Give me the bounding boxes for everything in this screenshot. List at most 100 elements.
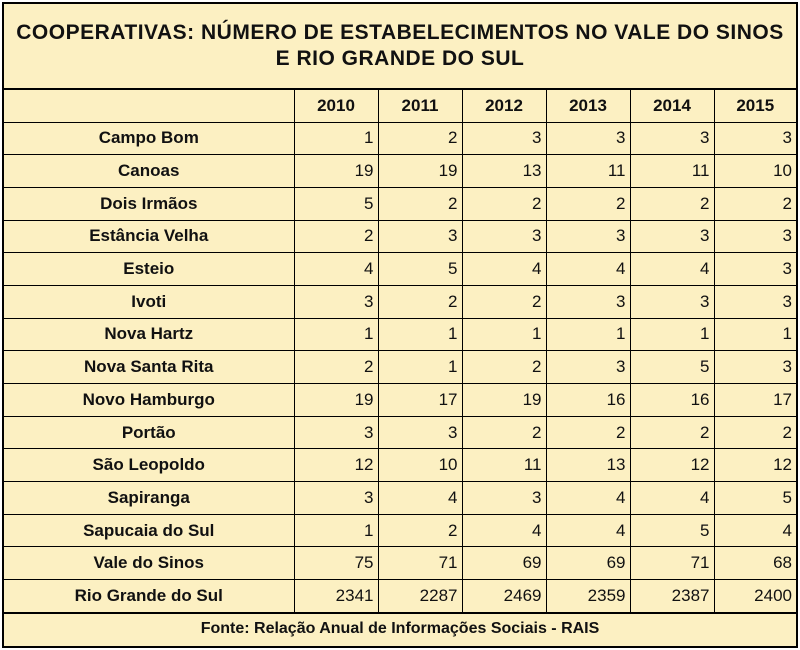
value-cell: 1 bbox=[293, 121, 379, 156]
value-cell: 11 bbox=[545, 154, 631, 188]
value-cell: 3 bbox=[713, 121, 796, 156]
value-cell: 2 bbox=[713, 186, 796, 221]
value-cell: 1 bbox=[293, 317, 379, 352]
corner-cell bbox=[4, 90, 295, 123]
value-cell: 3 bbox=[545, 350, 631, 384]
value-cell: 3 bbox=[461, 219, 547, 254]
value-cell: 1 bbox=[377, 317, 463, 352]
municipality-cell: Vale do Sinos bbox=[4, 546, 295, 581]
municipality-cell: Sapucaia do Sul bbox=[4, 513, 295, 548]
document-title: COOPERATIVAS: NÚMERO DE ESTABELECIMENTOS… bbox=[4, 4, 796, 90]
value-cell: 68 bbox=[713, 546, 796, 581]
value-cell: 3 bbox=[545, 219, 631, 254]
value-cell: 2 bbox=[377, 121, 463, 156]
table-row: Vale do Sinos 75 71 69 69 71 68 bbox=[4, 546, 796, 581]
value-cell: 19 bbox=[293, 383, 379, 417]
value-cell: 71 bbox=[629, 546, 715, 581]
value-cell: 1 bbox=[545, 317, 631, 352]
year-header: 2011 bbox=[377, 90, 463, 123]
value-cell: 2 bbox=[545, 186, 631, 221]
value-cell: 2 bbox=[377, 513, 463, 548]
value-cell: 3 bbox=[629, 284, 715, 319]
table-row: Nova Santa Rita 2 1 2 3 5 3 bbox=[4, 350, 796, 384]
value-cell: 4 bbox=[545, 513, 631, 548]
value-cell: 2 bbox=[629, 186, 715, 221]
table-row: Portão 3 3 2 2 2 2 bbox=[4, 415, 796, 450]
municipality-cell: Esteio bbox=[4, 252, 295, 286]
value-cell: 2 bbox=[713, 415, 796, 450]
value-cell: 4 bbox=[629, 481, 715, 515]
value-cell: 3 bbox=[461, 481, 547, 515]
value-cell: 4 bbox=[461, 252, 547, 286]
table-row: Campo Bom 1 2 3 3 3 3 bbox=[4, 121, 796, 156]
value-cell: 2400 bbox=[713, 579, 796, 613]
year-header: 2013 bbox=[545, 90, 631, 123]
data-table: 2010 2011 2012 2013 2014 2015 Campo Bom 1… bbox=[4, 90, 796, 613]
value-cell: 4 bbox=[377, 481, 463, 515]
value-cell: 4 bbox=[545, 252, 631, 286]
table-row: Estância Velha 2 3 3 3 3 3 bbox=[4, 219, 796, 254]
value-cell: 4 bbox=[293, 252, 379, 286]
value-cell: 16 bbox=[629, 383, 715, 417]
value-cell: 5 bbox=[629, 350, 715, 384]
value-cell: 69 bbox=[545, 546, 631, 581]
value-cell: 3 bbox=[713, 219, 796, 254]
value-cell: 2 bbox=[461, 350, 547, 384]
value-cell: 19 bbox=[377, 154, 463, 188]
value-cell: 17 bbox=[377, 383, 463, 417]
municipality-cell: Nova Santa Rita bbox=[4, 350, 295, 384]
year-header: 2014 bbox=[629, 90, 715, 123]
municipality-cell: Novo Hamburgo bbox=[4, 383, 295, 417]
value-cell: 1 bbox=[377, 350, 463, 384]
value-cell: 10 bbox=[377, 448, 463, 483]
year-header: 2015 bbox=[713, 90, 796, 123]
value-cell: 2387 bbox=[629, 579, 715, 613]
value-cell: 19 bbox=[461, 383, 547, 417]
table-row: Nova Hartz 1 1 1 1 1 1 bbox=[4, 317, 796, 352]
year-header: 2010 bbox=[293, 90, 379, 123]
value-cell: 12 bbox=[629, 448, 715, 483]
value-cell: 2 bbox=[461, 284, 547, 319]
source-note: Fonte: Relação Anual de Informações Soci… bbox=[4, 612, 796, 645]
value-cell: 12 bbox=[713, 448, 796, 483]
value-cell: 3 bbox=[461, 121, 547, 156]
value-cell: 71 bbox=[377, 546, 463, 581]
table-row: Sapucaia do Sul 1 2 4 4 5 4 bbox=[4, 513, 796, 548]
value-cell: 5 bbox=[377, 252, 463, 286]
table-row: Canoas 19 19 13 11 11 10 bbox=[4, 154, 796, 188]
value-cell: 2341 bbox=[293, 579, 379, 613]
municipality-cell: São Leopoldo bbox=[4, 448, 295, 483]
value-cell: 2 bbox=[377, 186, 463, 221]
table-row: Esteio 4 5 4 4 4 3 bbox=[4, 252, 796, 286]
value-cell: 12 bbox=[293, 448, 379, 483]
value-cell: 1 bbox=[713, 317, 796, 352]
value-cell: 17 bbox=[713, 383, 796, 417]
value-cell: 5 bbox=[293, 186, 379, 221]
value-cell: 75 bbox=[293, 546, 379, 581]
value-cell: 2 bbox=[293, 350, 379, 384]
value-cell: 4 bbox=[461, 513, 547, 548]
table-row: Sapiranga 3 4 3 4 4 5 bbox=[4, 481, 796, 515]
value-cell: 3 bbox=[545, 121, 631, 156]
value-cell: 1 bbox=[293, 513, 379, 548]
title-line-2: E RIO GRANDE DO SUL bbox=[275, 47, 525, 70]
table-row: Dois Irmãos 5 2 2 2 2 2 bbox=[4, 186, 796, 221]
municipality-cell: Estância Velha bbox=[4, 219, 295, 254]
municipality-cell: Portão bbox=[4, 415, 295, 450]
table-row: Ivoti 3 2 2 3 3 3 bbox=[4, 284, 796, 319]
value-cell: 3 bbox=[713, 350, 796, 384]
value-cell: 2 bbox=[461, 186, 547, 221]
value-cell: 10 bbox=[713, 154, 796, 188]
value-cell: 2287 bbox=[377, 579, 463, 613]
value-cell: 3 bbox=[377, 219, 463, 254]
municipality-cell: Sapiranga bbox=[4, 481, 295, 515]
value-cell: 2 bbox=[377, 284, 463, 319]
value-cell: 16 bbox=[545, 383, 631, 417]
value-cell: 2 bbox=[545, 415, 631, 450]
header-row: 2010 2011 2012 2013 2014 2015 bbox=[4, 90, 796, 123]
value-cell: 3 bbox=[293, 284, 379, 319]
value-cell: 3 bbox=[545, 284, 631, 319]
value-cell: 11 bbox=[629, 154, 715, 188]
municipality-cell: Rio Grande do Sul bbox=[4, 579, 295, 613]
